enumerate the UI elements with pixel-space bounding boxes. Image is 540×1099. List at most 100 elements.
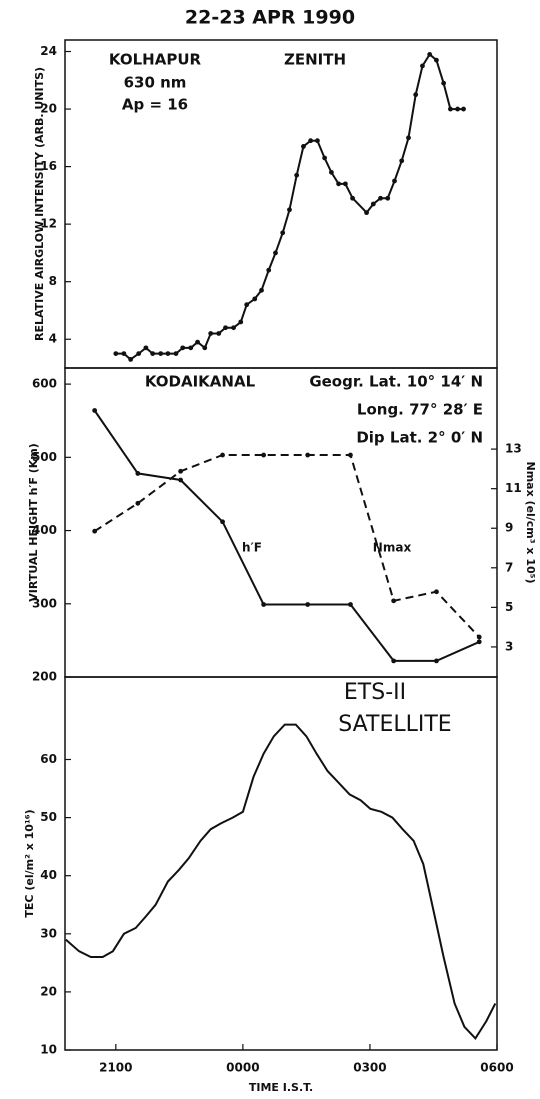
data-point	[273, 250, 278, 256]
data-point	[220, 519, 225, 525]
data-point	[348, 602, 353, 607]
data-point	[434, 589, 439, 595]
y-tick-label: 20	[40, 984, 57, 998]
y-tick-label: 200	[32, 670, 57, 684]
data-point	[238, 319, 244, 325]
y2-tick-label: 13	[505, 442, 522, 456]
data-point	[420, 63, 425, 69]
y-tick-label: 500	[32, 450, 57, 464]
y-axis-label: TEC (el/m² x 10¹⁶)	[23, 809, 36, 917]
data-point	[195, 339, 200, 345]
data-point	[329, 169, 334, 175]
data-point	[364, 210, 369, 216]
data-point	[244, 302, 250, 308]
data-point	[113, 351, 119, 357]
data-point	[476, 639, 482, 645]
data-point	[92, 528, 98, 534]
data-point	[385, 195, 391, 201]
y2-tick-label: 3	[505, 639, 513, 653]
data-point	[178, 477, 184, 483]
y-tick-label: 40	[40, 868, 57, 882]
annotation: Geogr. Lat. 10° 14′ N	[309, 373, 483, 391]
y-tick-label: 50	[40, 810, 57, 824]
data-point	[348, 452, 353, 458]
data-point	[202, 345, 208, 351]
figure-title: 22-23 APR 1990	[185, 7, 355, 29]
data-point	[143, 345, 149, 351]
annotation: Dip Lat. 2° 0′ N	[356, 429, 483, 447]
annotation: ZENITH	[284, 51, 346, 69]
x-tick-label: 0300	[353, 1061, 386, 1075]
data-point	[165, 351, 171, 357]
y2-axis-label: Nmax (el/cm³ x 10⁵)	[524, 462, 537, 584]
y2-tick-label: 7	[505, 560, 513, 574]
x-tick-label: 2100	[99, 1061, 132, 1075]
y-axis-label: VIRTUAL HEIGHT h′F (Km)	[27, 443, 40, 602]
data-point	[128, 356, 134, 362]
data-point	[391, 598, 397, 604]
data-point	[322, 155, 328, 161]
data-point	[135, 471, 141, 476]
data-point	[294, 172, 300, 178]
data-point	[173, 351, 179, 357]
data-point	[150, 351, 156, 357]
y-tick-label: 60	[40, 752, 57, 766]
data-point	[476, 634, 482, 640]
data-point	[406, 135, 411, 141]
data-point	[136, 351, 142, 357]
annotation: Long. 77° 28′ E	[357, 401, 483, 419]
data-point	[208, 331, 214, 336]
y-axis-label: RELATIVE AIRGLOW INTENSITY (ARB. UNITS)	[33, 67, 46, 341]
data-point	[158, 351, 164, 357]
y-tick-label: 16	[40, 159, 57, 173]
y-tick-label: 4	[49, 332, 57, 346]
data-point	[427, 51, 433, 57]
series-label: Nmax	[373, 541, 412, 555]
data-point	[220, 452, 225, 458]
series-line	[94, 454, 480, 638]
data-point	[336, 181, 341, 187]
data-point	[391, 658, 397, 664]
x-tick-label: 0000	[226, 1061, 259, 1075]
data-point	[216, 331, 222, 336]
annotation: KOLHAPUR	[109, 51, 202, 69]
y-tick-label: 10	[40, 1043, 57, 1057]
y2-tick-label: 5	[505, 600, 513, 614]
data-point	[261, 452, 267, 458]
annotation: 630 nm	[124, 74, 187, 92]
series-line	[93, 409, 480, 662]
data-point	[305, 452, 311, 458]
data-point	[434, 658, 439, 664]
y2-tick-label: 9	[505, 521, 513, 535]
data-point	[461, 106, 466, 112]
data-point	[399, 158, 405, 164]
data-point	[188, 345, 194, 351]
data-point	[178, 468, 184, 474]
y-tick-label: 24	[40, 44, 57, 58]
y-tick-label: 8	[49, 274, 57, 288]
y-tick-label: 20	[40, 102, 57, 116]
data-point	[448, 106, 453, 112]
data-point	[315, 138, 320, 144]
data-point	[308, 138, 314, 144]
y-tick-label: 600	[32, 377, 57, 391]
data-point	[455, 106, 461, 112]
x-tick-label: 0600	[480, 1061, 513, 1075]
data-point	[92, 408, 98, 413]
y-tick-label: 12	[40, 217, 57, 231]
data-point	[259, 287, 264, 293]
annotation: Ap = 16	[122, 96, 188, 114]
data-point	[252, 296, 258, 302]
y-tick-label: 30	[40, 926, 57, 940]
data-point	[342, 181, 348, 187]
annotation: KODAIKANAL	[145, 373, 256, 391]
data-point	[441, 80, 447, 86]
series-label: h′F	[242, 541, 262, 555]
data-point	[434, 57, 439, 63]
data-point	[180, 345, 186, 351]
data-point	[301, 144, 306, 149]
y-tick-label: 400	[32, 523, 57, 537]
annotation: SATELLITE	[338, 712, 451, 737]
data-point	[370, 201, 376, 207]
